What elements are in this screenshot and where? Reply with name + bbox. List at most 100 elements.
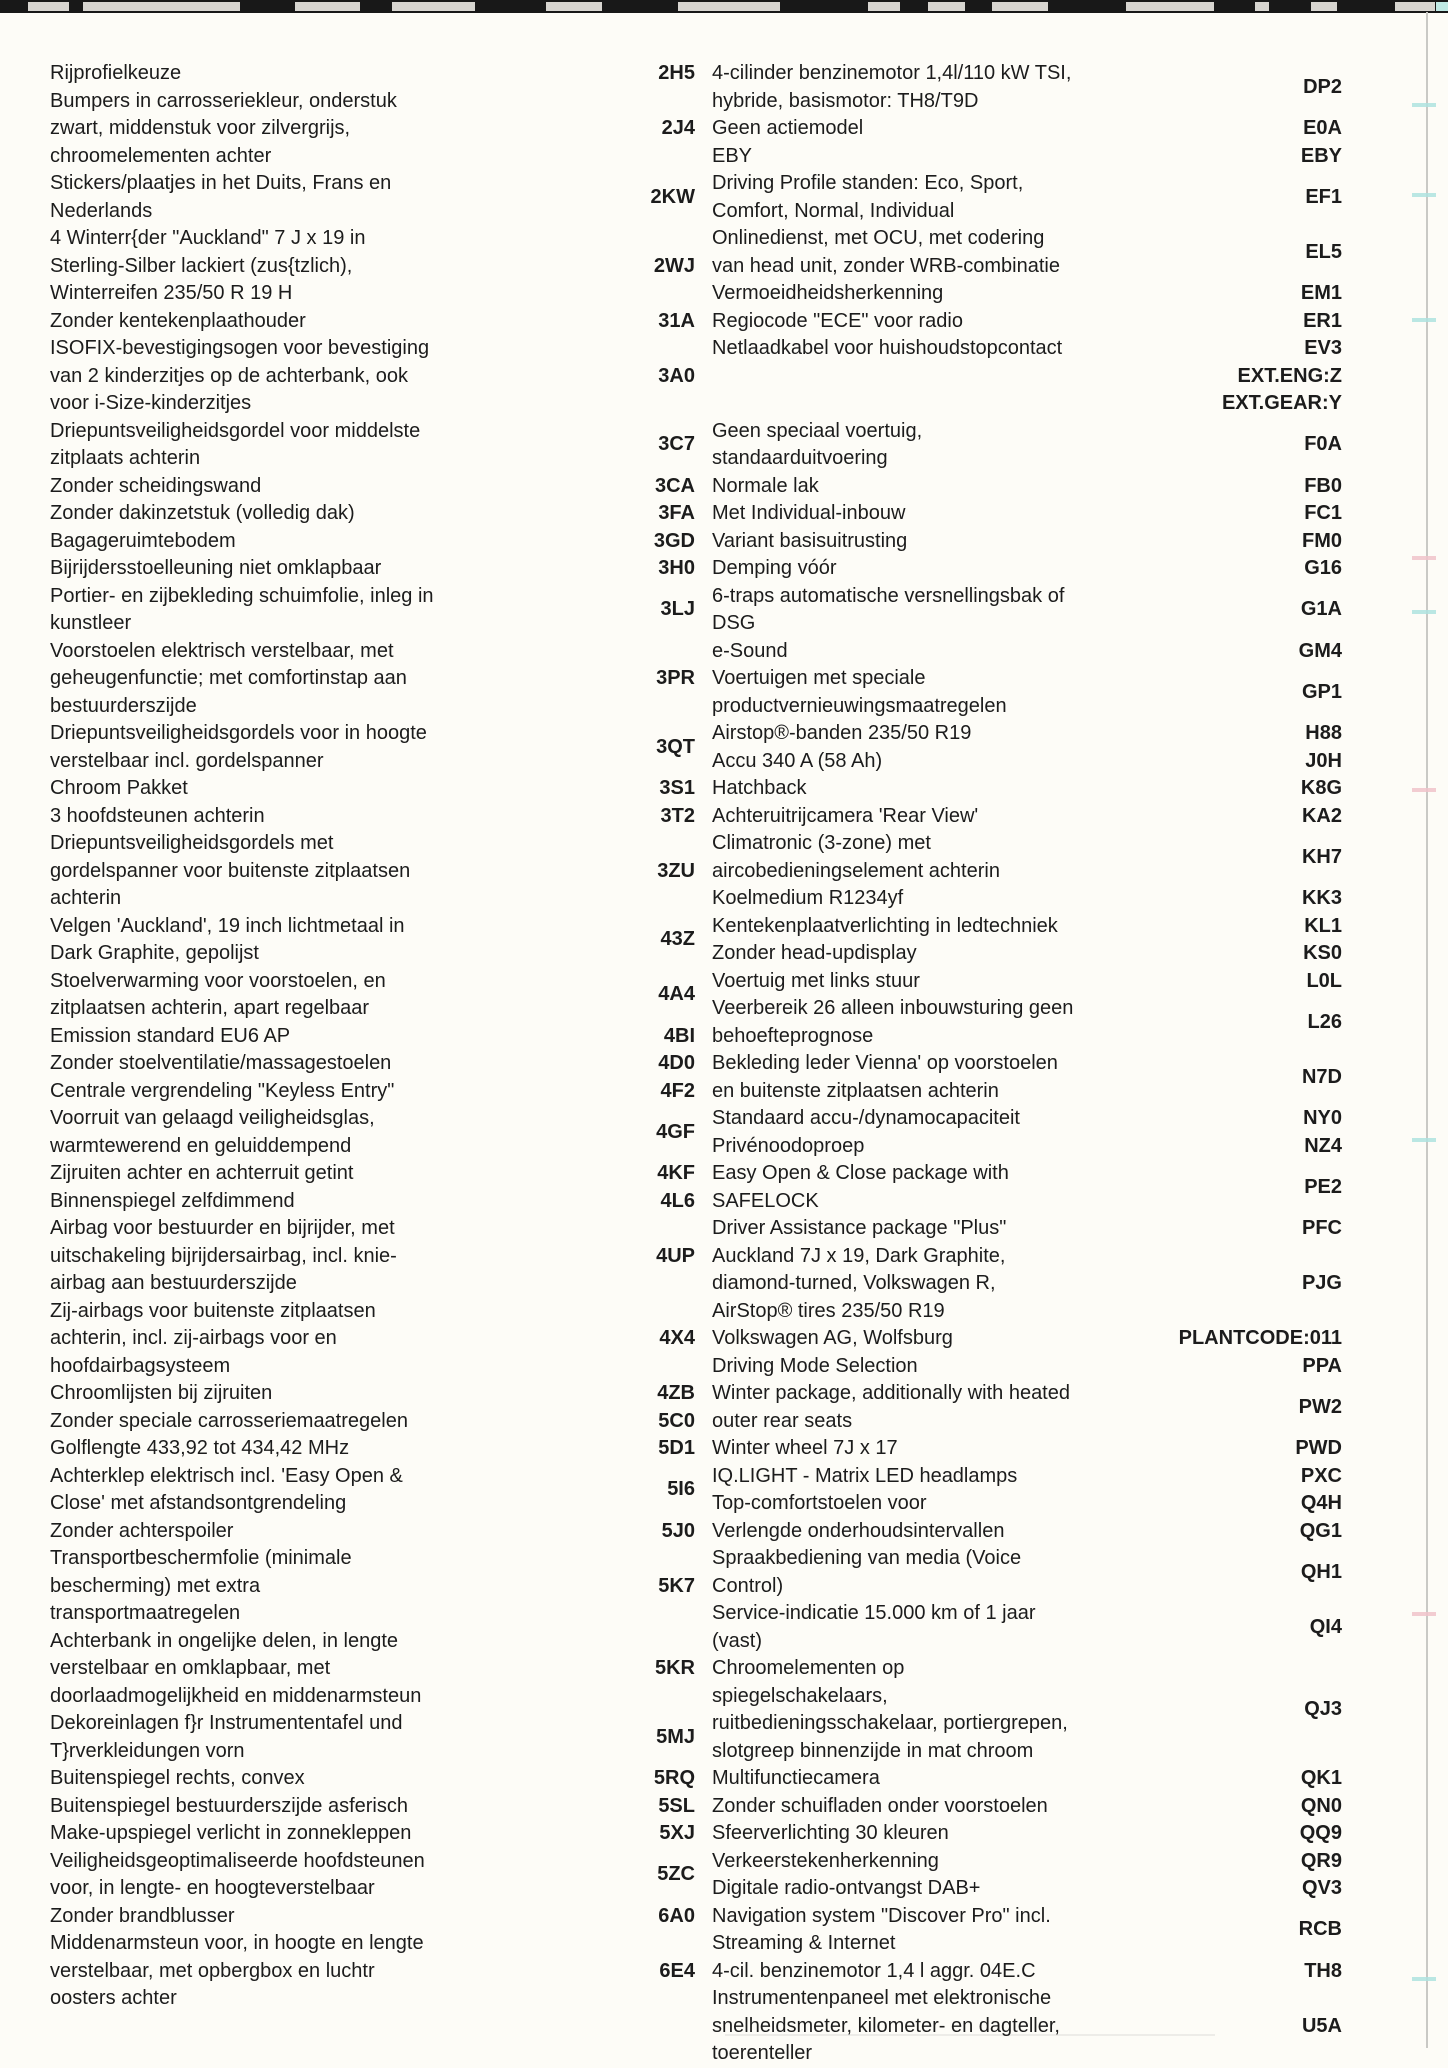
option-description: Top-comfortstoelen voor bbox=[712, 1492, 927, 1514]
option-description: Chroom Pakket bbox=[50, 777, 188, 799]
option-description: Airstop®-banden 235/50 R19 bbox=[712, 722, 972, 744]
option-description: Verlengde onderhoudsintervallen bbox=[712, 1519, 1005, 1542]
option-row: Dekoreinlagen f}r Instrumententafel und … bbox=[50, 1710, 695, 1765]
option-code: 2WJ bbox=[653, 254, 695, 277]
option-row: Bekleding leder Vienna' op voorstoelen e… bbox=[712, 1050, 1342, 1105]
option-description: Airbag voor bestuurder en bijrijder, met… bbox=[50, 1217, 397, 1294]
option-description bbox=[712, 390, 1074, 418]
scan-strip-segment bbox=[1126, 2, 1214, 11]
option-row: Geen speciaal voertuig, standaarduitvoer… bbox=[712, 418, 1342, 473]
option-row: Transportbeschermfolie (minimale bescher… bbox=[50, 1545, 695, 1628]
option-description: Instrumentenpaneel met elektronische sne… bbox=[712, 1987, 1060, 2064]
option-description: Centrale vergrendeling "Keyless Entry" bbox=[50, 1079, 395, 1102]
option-row: Bijrijdersstoelleuning niet omklapbaar 3H… bbox=[50, 555, 695, 583]
scan-tick bbox=[1412, 1977, 1436, 1981]
option-row: Middenarmsteun voor, in hoogte en lengte… bbox=[50, 1930, 695, 2013]
option-row: Auckland 7J x 19, Dark Graphite, diamond… bbox=[712, 1243, 1342, 1326]
option-description: Standaard accu-/dynamocapaciteit bbox=[712, 1107, 1020, 1129]
scan-tick bbox=[1412, 1612, 1436, 1616]
option-description: Navigation system "Discover Pro" incl. S… bbox=[712, 1904, 1051, 1955]
option-code: FC1 bbox=[1304, 502, 1342, 524]
option-row: Driver Assistance package "Plus" PFC bbox=[712, 1215, 1342, 1243]
option-description: Driver Assistance package "Plus" bbox=[712, 1217, 1007, 1239]
option-description: 4-cil. benzinemotor 1,4 l aggr. 04E.C bbox=[712, 1959, 1036, 1982]
option-description: Transportbeschermfolie (minimale bescher… bbox=[50, 1547, 352, 1624]
option-row: Zijruiten achter en achterruit getint 4KF bbox=[50, 1160, 695, 1188]
option-description: Stoelverwarming voor voorstoelen, en zit… bbox=[50, 969, 386, 1020]
option-code: 4L6 bbox=[660, 1189, 695, 1212]
option-description: IQ.LIGHT - Matrix LED headlamps bbox=[712, 1464, 1018, 1487]
option-code: PE2 bbox=[1304, 1175, 1342, 1198]
option-description: Binnenspiegel zelfdimmend bbox=[50, 1189, 295, 1212]
option-description: Volkswagen AG, Wolfsburg bbox=[712, 1327, 953, 1349]
option-row: EXT.ENG:Z bbox=[712, 363, 1342, 391]
option-description: Kentekenplaatverlichting in ledtechniek bbox=[712, 914, 1058, 937]
option-code: 5RQ bbox=[653, 1767, 695, 1789]
option-code: ER1 bbox=[1303, 309, 1342, 332]
option-row: Top-comfortstoelen voor Q4H bbox=[712, 1490, 1342, 1518]
option-code: K8G bbox=[1300, 777, 1342, 799]
option-description: Voorstoelen elektrisch verstelbaar, met … bbox=[50, 639, 407, 717]
option-code: L0L bbox=[1306, 969, 1342, 992]
scan-strip-segment bbox=[928, 2, 965, 11]
option-code: 3ZU bbox=[657, 859, 695, 882]
option-code: 3CA bbox=[654, 474, 695, 497]
option-code: KA2 bbox=[1301, 804, 1342, 827]
option-code: 6A0 bbox=[658, 1904, 695, 1927]
option-description bbox=[712, 363, 1074, 391]
option-row: Vermoeidheidsherkenning EM1 bbox=[712, 280, 1342, 308]
option-code: KS0 bbox=[1303, 942, 1342, 964]
option-code: 5MJ bbox=[656, 1725, 695, 1748]
option-row: Bagageruimtebodem 3GD bbox=[50, 528, 695, 556]
option-code: 3H0 bbox=[658, 557, 695, 579]
scan-tick bbox=[1412, 318, 1436, 322]
option-row: Stoelverwarming voor voorstoelen, en zit… bbox=[50, 968, 695, 1023]
option-description: Sfeerverlichting 30 kleuren bbox=[712, 1822, 949, 1844]
option-description: Veerbereik 26 alleen inbouwsturing geen … bbox=[712, 997, 1074, 1047]
option-code: U5A bbox=[1301, 2014, 1342, 2037]
option-description: Auckland 7J x 19, Dark Graphite, diamond… bbox=[712, 1244, 1006, 1322]
option-row: Achteruitrijcamera 'Rear View' KA2 bbox=[712, 803, 1342, 831]
option-row: Zonder achterspoiler 5J0 bbox=[50, 1518, 695, 1546]
option-row: Achterbank in ongelijke delen, in lengte… bbox=[50, 1628, 695, 1711]
option-description: ISOFIX-bevestigingsogen voor bevestiging… bbox=[50, 337, 430, 414]
scan-strip-segment bbox=[392, 2, 475, 11]
option-code: KH7 bbox=[1301, 845, 1342, 868]
option-description: 3 hoofdsteunen achterin bbox=[50, 804, 265, 827]
option-code: 6E4 bbox=[659, 1959, 695, 1982]
option-description: Zonder achterspoiler bbox=[50, 1519, 234, 1542]
option-row: Chroomlijsten bij zijruiten 4ZB bbox=[50, 1380, 695, 1408]
option-row: Koelmedium R1234yf KK3 bbox=[712, 885, 1342, 913]
option-code: PJG bbox=[1301, 1272, 1342, 1294]
option-description: Zonder speciale carrosseriemaatregelen bbox=[50, 1409, 408, 1432]
option-description: Zijruiten achter en achterruit getint bbox=[50, 1162, 354, 1184]
option-row: Velgen 'Auckland', 19 inch lichtmetaal i… bbox=[50, 913, 695, 968]
option-description: Voertuigen met speciale productvernieuwi… bbox=[712, 667, 1007, 717]
option-row: Driepuntsveiligheidsgordels met gordelsp… bbox=[50, 830, 695, 913]
option-row: Driepuntsveiligheidsgordels voor in hoog… bbox=[50, 720, 695, 775]
option-description: Driving Profile standen: Eco, Sport, Com… bbox=[712, 172, 1024, 222]
option-row: Rijprofielkeuze 2H5 bbox=[50, 60, 695, 88]
option-description: Middenarmsteun voor, in hoogte en lengte… bbox=[50, 1932, 424, 2009]
option-description: Voertuig met links stuur bbox=[712, 969, 920, 992]
option-code: QJ3 bbox=[1304, 1698, 1342, 1721]
option-description: Zonder dakinzetstuk (volledig dak) bbox=[50, 502, 355, 524]
option-row: Service-indicatie 15.000 km of 1 jaar (v… bbox=[712, 1600, 1342, 1655]
option-row: Standaard accu-/dynamocapaciteit NY0 bbox=[712, 1105, 1342, 1133]
option-description: Achterbank in ongelijke delen, in lengte… bbox=[50, 1629, 422, 1707]
option-row: Multifunctiecamera QK1 bbox=[712, 1765, 1342, 1793]
right-column: 4-cilinder benzinemotor 1,4l/110 kW TSI,… bbox=[712, 60, 1342, 2068]
option-row: e-Sound GM4 bbox=[712, 638, 1342, 666]
option-code: EBY bbox=[1300, 144, 1342, 167]
option-row: Centrale vergrendeling "Keyless Entry" 4F… bbox=[50, 1078, 695, 1106]
option-row: Voorruit van gelaagd veiligheidsglas, wa… bbox=[50, 1105, 695, 1160]
option-description: Met Individual-inbouw bbox=[712, 502, 906, 524]
option-description: Voorruit van gelaagd veiligheidsglas, wa… bbox=[50, 1107, 375, 1157]
option-row: 4-cil. benzinemotor 1,4 l aggr. 04E.C TH8 bbox=[712, 1958, 1342, 1986]
option-row: 4 Winterr{der "Auckland" 7 J x 19 in Ste… bbox=[50, 225, 695, 308]
option-code: 3A0 bbox=[658, 364, 695, 387]
option-code: 3GD bbox=[653, 529, 695, 552]
option-code: 4GF bbox=[656, 1120, 695, 1143]
option-description: Multifunctiecamera bbox=[712, 1767, 880, 1789]
option-code: F0A bbox=[1304, 433, 1342, 456]
